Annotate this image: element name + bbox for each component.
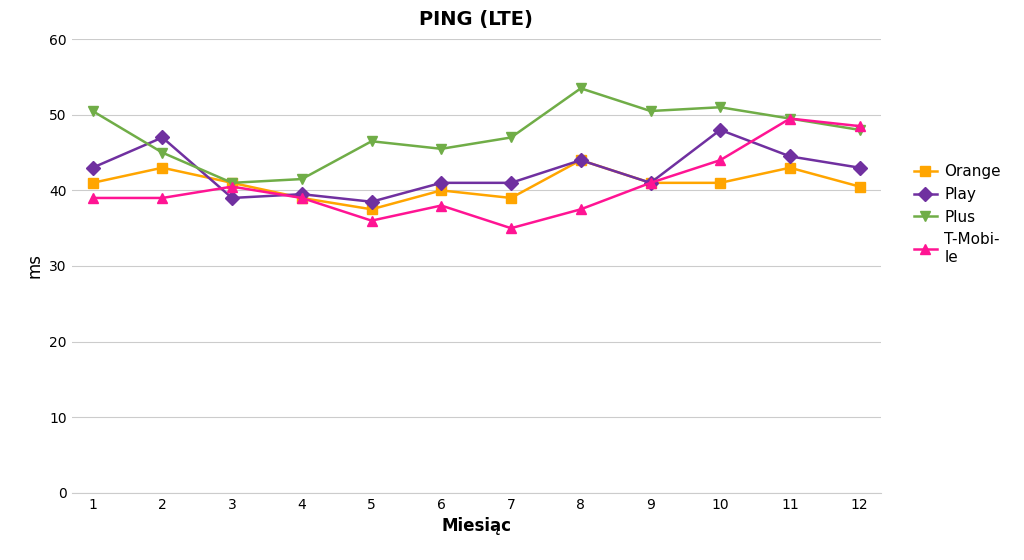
Y-axis label: ms: ms (26, 254, 44, 278)
Title: PING (LTE): PING (LTE) (419, 10, 534, 29)
X-axis label: Miesiąc: Miesiąc (441, 517, 511, 535)
Legend: Orange, Play, Plus, T-Mobi-
le: Orange, Play, Plus, T-Mobi- le (913, 165, 1001, 265)
